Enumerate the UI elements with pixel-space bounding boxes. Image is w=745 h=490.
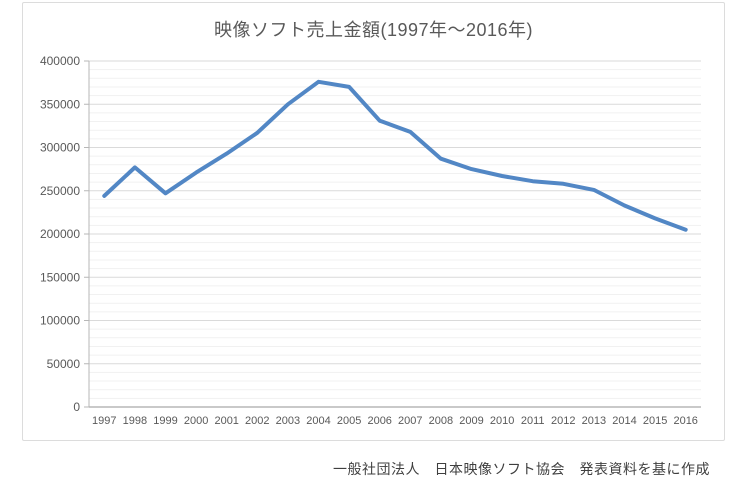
minor-gridlines [89, 69, 701, 399]
svg-text:150000: 150000 [40, 270, 80, 284]
svg-text:200000: 200000 [40, 227, 80, 241]
svg-text:2011: 2011 [521, 415, 545, 427]
svg-text:1998: 1998 [123, 415, 147, 427]
svg-text:300000: 300000 [40, 141, 80, 155]
svg-text:50000: 50000 [47, 357, 81, 371]
chart-frame: 映像ソフト売上金額(1997年～2016年) 0 50000 100000 15000… [22, 2, 725, 441]
svg-text:250000: 250000 [40, 184, 80, 198]
svg-text:1999: 1999 [153, 415, 177, 427]
x-axis-labels: 1997 1998 1999 2000 2001 2002 2003 2004 2005 2006… [92, 415, 698, 427]
source-note: 一般社団法人 日本映像ソフト協会 発表資料を基に作成 [333, 461, 710, 477]
svg-text:350000: 350000 [40, 97, 80, 111]
svg-text:2015: 2015 [643, 415, 667, 427]
svg-text:2005: 2005 [337, 415, 361, 427]
svg-text:0: 0 [73, 400, 80, 414]
line-chart: 0 50000 100000 150000 200000 250000 300000 3500… [40, 54, 701, 427]
svg-text:2012: 2012 [551, 415, 575, 427]
svg-text:2002: 2002 [245, 415, 269, 427]
svg-text:2008: 2008 [429, 415, 453, 427]
svg-text:2014: 2014 [612, 415, 636, 427]
svg-text:100000: 100000 [40, 314, 80, 328]
svg-text:2004: 2004 [306, 415, 330, 427]
y-axis-ticks [84, 60, 89, 408]
chart-title: 映像ソフト売上金額(1997年～2016年) [213, 20, 534, 40]
y-axis-labels: 0 50000 100000 150000 200000 250000 300000 3500… [40, 54, 80, 414]
svg-text:2007: 2007 [398, 415, 422, 427]
svg-text:2001: 2001 [214, 415, 238, 427]
svg-text:2003: 2003 [276, 415, 300, 427]
svg-text:1997: 1997 [92, 415, 116, 427]
svg-text:2000: 2000 [184, 415, 208, 427]
svg-text:2006: 2006 [367, 415, 391, 427]
sales-line-series [102, 79, 688, 232]
svg-text:400000: 400000 [40, 54, 80, 68]
svg-text:2009: 2009 [459, 415, 483, 427]
major-gridlines [89, 60, 701, 365]
svg-text:2016: 2016 [673, 415, 697, 427]
svg-text:2013: 2013 [582, 415, 606, 427]
svg-text:2010: 2010 [490, 415, 514, 427]
